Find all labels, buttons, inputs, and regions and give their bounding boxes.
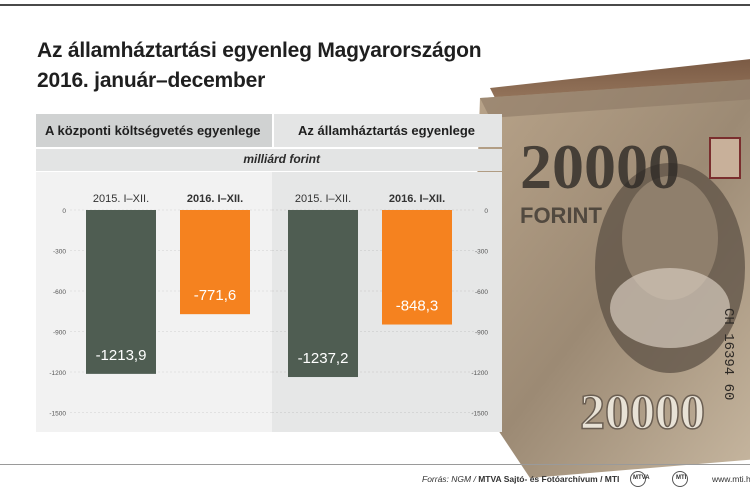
- chart-panel: A központi költségvetés egyenlege Az áll…: [36, 114, 502, 432]
- mti-logo-text: MTI: [676, 475, 687, 481]
- mtva-logo-icon: [630, 471, 646, 487]
- banknote-denomination-bottom: 20000: [580, 383, 705, 439]
- y-tick-label-right: 0: [484, 208, 488, 215]
- bar-central-budget-2016: [180, 210, 250, 315]
- chart-title: Az államháztartási egyenleg Magyarország…: [37, 36, 482, 96]
- banknote-serial: CH 16394 60: [720, 308, 736, 400]
- y-tick-label-right: -300: [475, 249, 488, 256]
- bar-general-government-2016: [382, 210, 452, 325]
- source-line: Forrás: NGM / MTVA Sajtó- és Fotóarchívu…: [422, 474, 619, 484]
- y-tick-label-left: -1500: [49, 411, 66, 418]
- bar-value-label: -848,3: [396, 298, 439, 315]
- bar-chart: 0 0 -300 -300 -600 -600 -900 -900 -1200 -1200 -150…: [49, 193, 488, 418]
- bar-central-budget-2015: [86, 210, 156, 374]
- y-tick-label-left: -600: [53, 289, 66, 296]
- y-tick-label-right: -900: [475, 330, 488, 337]
- y-tick-label-right: -1200: [471, 370, 488, 377]
- banknote-forint-text: FORINT: [520, 203, 602, 228]
- title-line-2: 2016. január–december: [37, 69, 266, 92]
- y-tick-label-left: -900: [53, 330, 66, 337]
- category-label: 2015. I–XII.: [295, 193, 351, 205]
- right-panel-header: Az államháztartás egyenlege: [274, 114, 502, 147]
- unit-row: milliárd forint: [36, 149, 502, 171]
- site-url[interactable]: www.mti.hu: [712, 474, 750, 484]
- source-org: MTVA Sajtó- és Fotóarchívum / MTI: [478, 474, 620, 484]
- bar-value-label: -771,6: [194, 287, 237, 304]
- source-label: Forrás: NGM /: [422, 474, 476, 484]
- bar-general-government-2015: [288, 210, 358, 378]
- bar-value-label: -1213,9: [96, 347, 147, 364]
- category-label: 2016. I–XII.: [389, 193, 445, 205]
- y-tick-label-left: 0: [62, 208, 66, 215]
- left-panel-header: A központi költségvetés egyenlege: [36, 114, 272, 147]
- footer-rule: [0, 464, 750, 465]
- y-tick-label-left: -1200: [49, 370, 66, 377]
- bar-value-label: -1237,2: [298, 350, 349, 367]
- unit-label: milliárd forint: [243, 152, 320, 166]
- y-tick-label-left: -300: [53, 249, 66, 256]
- mtva-logo-text: MTVA: [633, 475, 650, 481]
- banknote-denomination-top: 20000: [520, 131, 680, 202]
- top-rule: [0, 4, 750, 6]
- mti-logo-icon: [672, 471, 688, 487]
- y-tick-label-right: -1500: [471, 411, 488, 418]
- category-label: 2015. I–XII.: [93, 193, 149, 205]
- title-line-1: Az államháztartási egyenleg Magyarország…: [37, 39, 482, 62]
- y-tick-label-right: -600: [475, 289, 488, 296]
- banknote-image: 20000 FORINT CH 16394 60 20000: [470, 59, 750, 478]
- category-label: 2016. I–XII.: [187, 193, 243, 205]
